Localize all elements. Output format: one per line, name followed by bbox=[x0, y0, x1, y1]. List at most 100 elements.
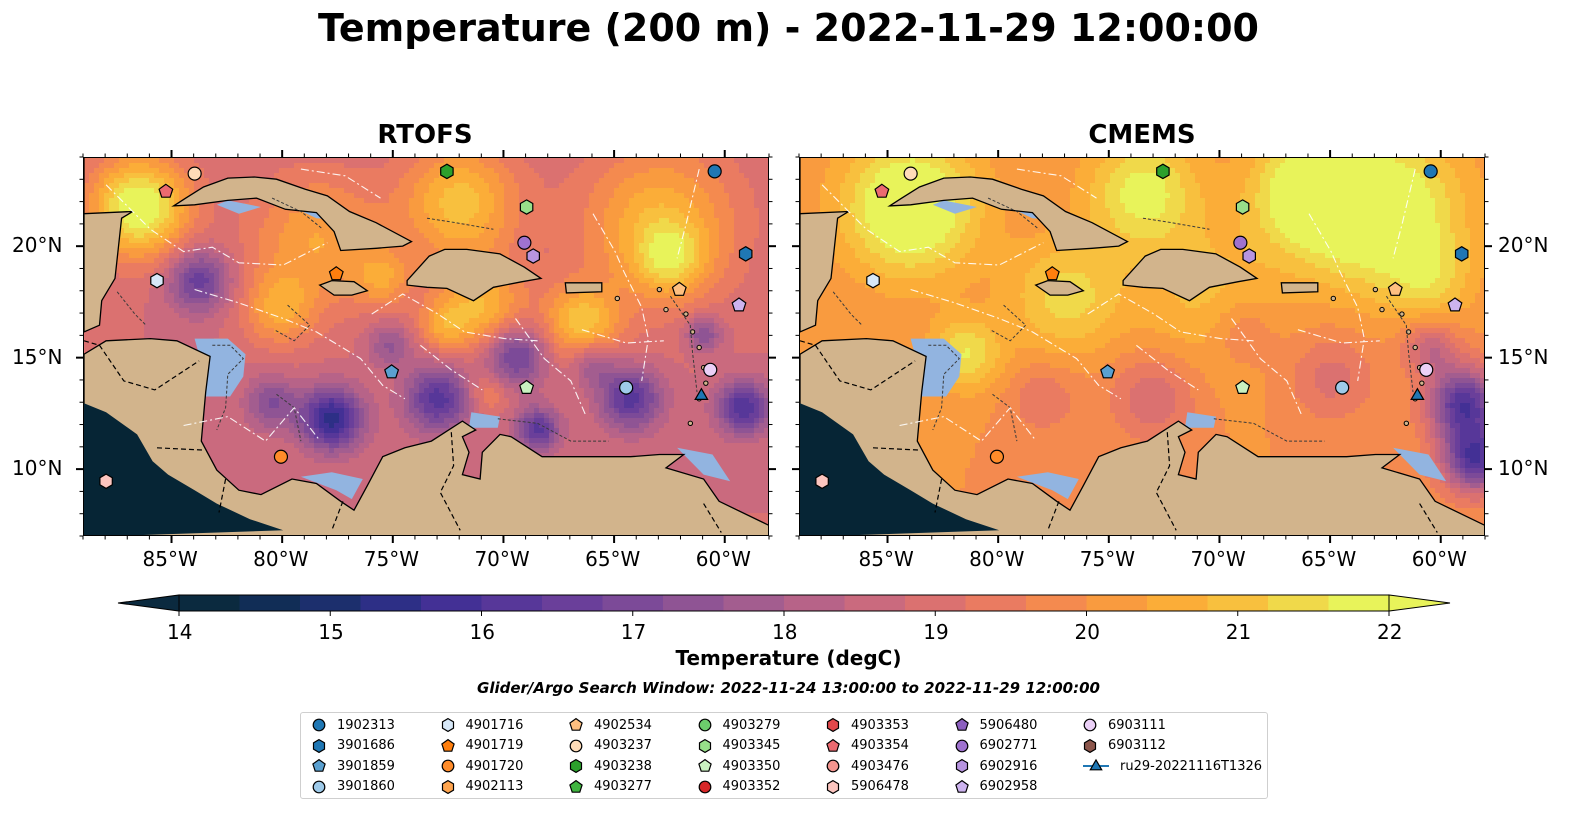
rtofs-lon-tick-label: 60°W bbox=[696, 547, 751, 571]
rtofs-eez-line bbox=[105, 184, 328, 266]
legend-label: 3901686 bbox=[337, 738, 395, 753]
legend-circle-marker-icon bbox=[826, 759, 840, 773]
cmems-platform-1902313[interactable] bbox=[1423, 164, 1438, 179]
rtofs-platform-5906478[interactable] bbox=[99, 473, 113, 490]
colorbar-segment bbox=[239, 595, 301, 611]
legend-circle-marker-icon bbox=[955, 739, 968, 752]
legend-item-6903111: 6903111 bbox=[1082, 715, 1166, 735]
rtofs-platform-4903237[interactable] bbox=[187, 166, 202, 181]
legend-label: 4901720 bbox=[466, 759, 524, 774]
colorbar-extend-high bbox=[1388, 594, 1451, 612]
rtofs-platform-4902534[interactable] bbox=[671, 281, 687, 296]
legend-pentagon-marker-icon bbox=[440, 738, 455, 752]
cmems-platform-4903345[interactable] bbox=[1235, 199, 1250, 215]
rtofs-platform-4903345[interactable] bbox=[519, 199, 534, 215]
rtofs-shallow-shelf bbox=[300, 472, 363, 500]
cmems-platform-4903238[interactable] bbox=[1156, 163, 1170, 180]
rtofs-platform-1902313[interactable] bbox=[707, 164, 722, 179]
rtofs-platform-4901719[interactable] bbox=[328, 266, 344, 281]
cmems-eez-line bbox=[1136, 344, 1199, 391]
cmems-platform-4903237[interactable] bbox=[903, 166, 918, 181]
cmems-lon-tick-label: 60°W bbox=[1412, 547, 1467, 571]
cmems-platform-4903350[interactable] bbox=[1235, 379, 1251, 394]
map-panel-rtofs[interactable] bbox=[83, 157, 769, 536]
cmems-lat-tick-label: 20°N bbox=[1498, 233, 1548, 257]
legend-item-4903279: 4903279 bbox=[697, 715, 780, 735]
rtofs-isobath bbox=[669, 295, 698, 393]
cmems-isobath bbox=[1385, 295, 1414, 393]
cmems-eez-line bbox=[910, 288, 1122, 400]
colorbar-extend-low bbox=[117, 594, 180, 612]
cmems-platform-4901716[interactable] bbox=[866, 272, 880, 289]
colorbar-segment bbox=[965, 595, 1027, 611]
legend-line-triangle-marker-icon bbox=[1083, 758, 1109, 771]
colorbar-segment bbox=[1268, 595, 1329, 611]
rtofs-platform-3901859[interactable] bbox=[384, 364, 400, 379]
cmems-platform-6902916[interactable] bbox=[1242, 248, 1256, 264]
rtofs-platform-4901716[interactable] bbox=[150, 272, 164, 289]
cmems-platform-6902958[interactable] bbox=[1447, 297, 1463, 312]
rtofs-platform-6903111[interactable] bbox=[703, 362, 718, 377]
cmems-eez-line bbox=[1087, 293, 1254, 342]
legend-pentagon-marker-icon bbox=[697, 758, 712, 772]
cmems-eez-line bbox=[1308, 213, 1365, 381]
cmems-eez-line bbox=[1392, 168, 1416, 259]
colorbar-segment bbox=[421, 595, 482, 611]
colorbar-segment bbox=[1086, 595, 1148, 611]
rtofs-lat-tick-label: 15°N bbox=[12, 345, 62, 369]
legend-label: 5906480 bbox=[980, 718, 1038, 733]
rtofs-shallow-shelf bbox=[677, 447, 731, 482]
legend-label: 4902534 bbox=[594, 718, 652, 733]
rtofs-lat-tick-label: 10°N bbox=[12, 456, 62, 480]
cmems-platform-5906478[interactable] bbox=[815, 473, 829, 490]
legend-circle-marker-icon bbox=[1083, 718, 1097, 732]
map-rtofs[interactable] bbox=[84, 158, 769, 536]
rtofs-platform-4901720[interactable] bbox=[273, 449, 289, 464]
rtofs-platform-4903354[interactable] bbox=[158, 183, 174, 198]
cmems-eez-line bbox=[1297, 329, 1380, 344]
legend: 1902313 3901686 3901859 3901860 4901716 49017… bbox=[300, 712, 1268, 799]
rtofs-eez-line bbox=[592, 213, 649, 381]
map-cmems[interactable] bbox=[800, 158, 1485, 536]
cmems-platform-4903354[interactable] bbox=[874, 183, 890, 198]
cmems-platform-4901719[interactable] bbox=[1044, 266, 1060, 281]
rtofs-platform-3901686[interactable] bbox=[738, 246, 753, 262]
cmems-platform-6903111[interactable] bbox=[1419, 362, 1434, 377]
legend-label: 4903277 bbox=[594, 779, 652, 794]
legend-item-4901716: 4901716 bbox=[440, 715, 523, 735]
legend-label: 4903352 bbox=[723, 779, 781, 794]
rtofs-platform-ru29-20221116T1326[interactable] bbox=[694, 387, 709, 400]
cmems-platform-3901859[interactable] bbox=[1100, 364, 1116, 379]
rtofs-platform-6902771[interactable] bbox=[517, 235, 532, 250]
rtofs-isobath bbox=[271, 197, 324, 230]
cmems-platform-3901686[interactable] bbox=[1454, 246, 1469, 262]
colorbar-segment bbox=[1147, 595, 1208, 611]
rtofs-lon-tick-label: 85°W bbox=[143, 547, 198, 571]
cmems-platform-3901860[interactable] bbox=[1335, 380, 1350, 395]
rtofs-platform-6902916[interactable] bbox=[526, 248, 540, 264]
legend-label: 6902771 bbox=[980, 738, 1038, 753]
cmems-platform-4901720[interactable] bbox=[989, 449, 1005, 464]
cmems-platform-6902771[interactable] bbox=[1233, 235, 1248, 250]
legend-item-3901686: 3901686 bbox=[311, 736, 395, 756]
legend-pentagon-marker-icon bbox=[826, 738, 840, 752]
legend-label: 4903350 bbox=[723, 759, 781, 774]
rtofs-platform-4903238[interactable] bbox=[440, 163, 454, 180]
cmems-country-border bbox=[800, 340, 916, 391]
legend-item-4903354: 4903354 bbox=[825, 736, 909, 756]
legend-hexagon-marker-icon bbox=[312, 738, 326, 753]
rtofs-platform-3901860[interactable] bbox=[619, 380, 634, 395]
rtofs-platform-6902958[interactable] bbox=[731, 297, 747, 312]
cmems-platform-ru29-20221116T1326[interactable] bbox=[1410, 387, 1425, 400]
map-panel-cmems[interactable] bbox=[799, 157, 1485, 536]
legend-item-4903238: 4903238 bbox=[568, 756, 652, 776]
panel-title-rtofs: RTOFS bbox=[275, 120, 575, 150]
rtofs-eez-line bbox=[300, 168, 381, 199]
rtofs-platform-4903350[interactable] bbox=[519, 379, 535, 394]
rtofs-land bbox=[84, 158, 768, 535]
cmems-shallow-shelf bbox=[1016, 472, 1079, 500]
legend-label: 4903354 bbox=[851, 738, 909, 753]
cmems-platform-4902534[interactable] bbox=[1387, 281, 1403, 296]
legend-label: 4903238 bbox=[594, 759, 652, 774]
cmems-isobath bbox=[1213, 418, 1325, 442]
